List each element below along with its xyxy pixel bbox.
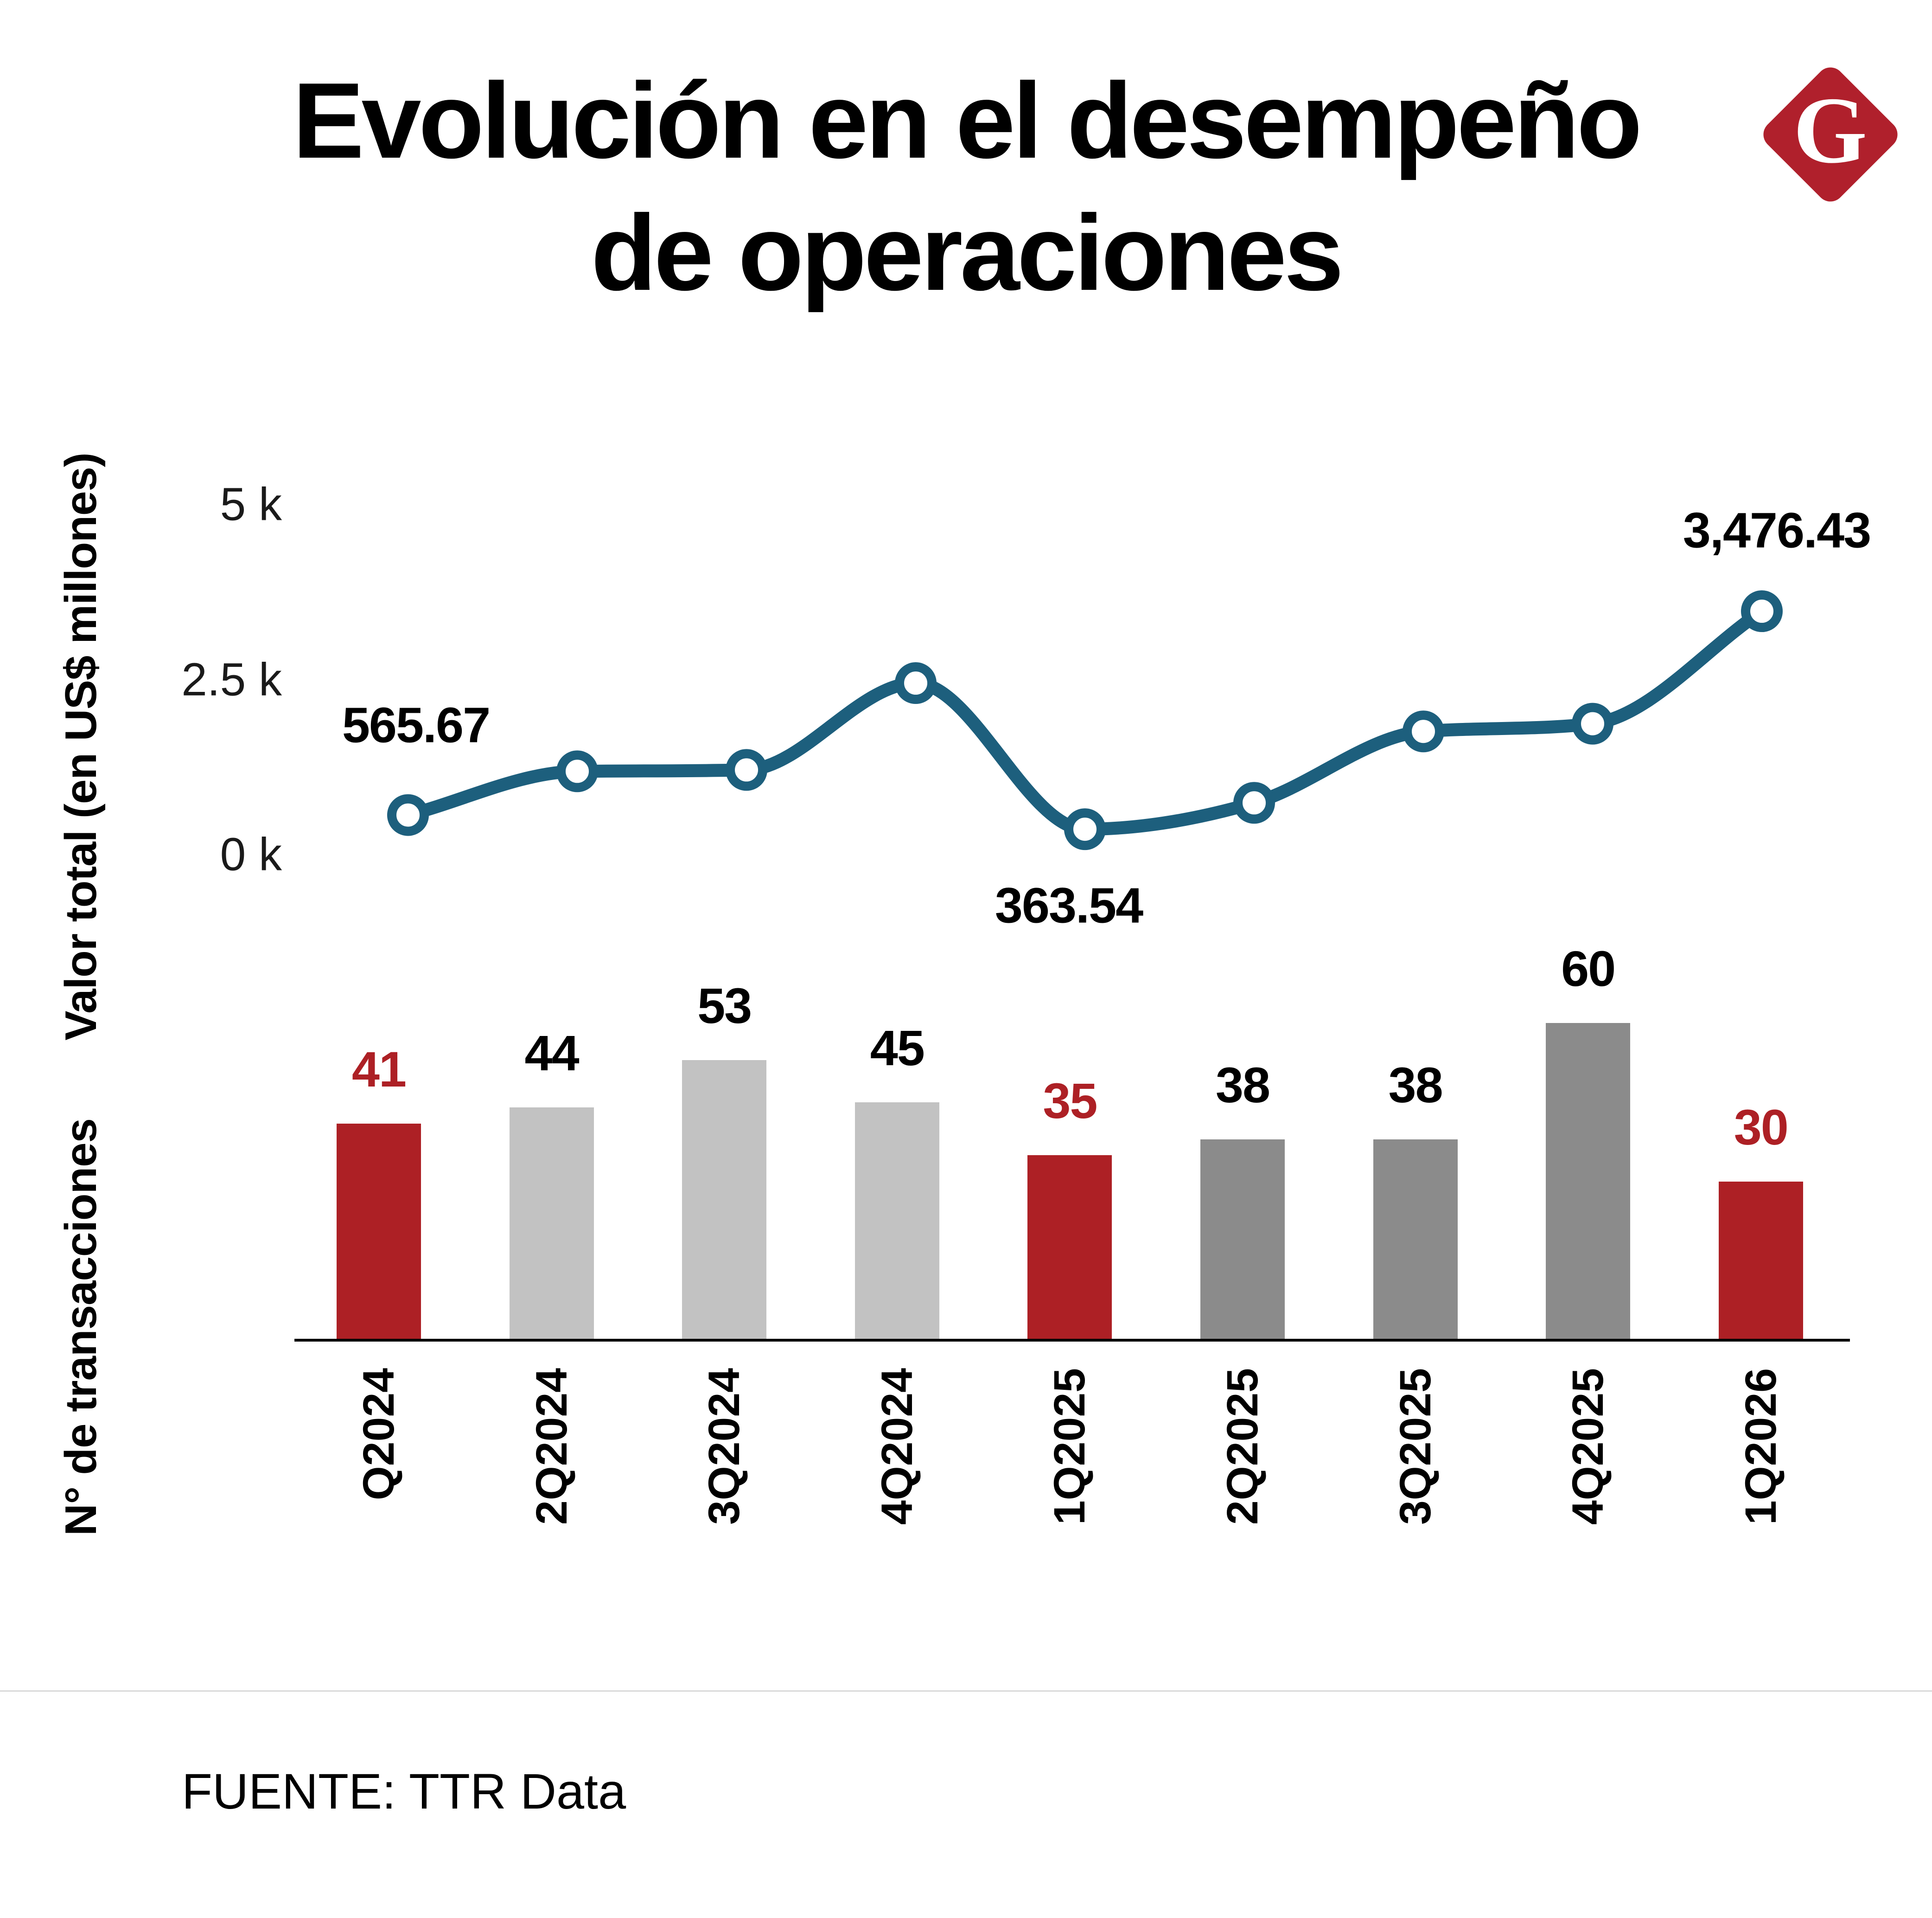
line-point-marker <box>1233 782 1275 824</box>
transaction-bar <box>854 1102 939 1340</box>
page-title: Evolución en el desempeño de operaciones <box>0 55 1932 319</box>
x-axis-label: 4Q2024 <box>872 1368 922 1525</box>
line-point-marker <box>1403 710 1444 753</box>
bar-value-label: 60 <box>1561 940 1616 997</box>
bar-value-label: 44 <box>524 1025 580 1081</box>
line-point-marker <box>1572 703 1613 745</box>
y-tick-label: 0 k <box>220 828 282 881</box>
line-point-marker <box>387 794 429 836</box>
line-point-marker <box>726 749 767 791</box>
x-axis-line <box>294 1339 1850 1342</box>
bar-value-label: 35 <box>1043 1073 1097 1129</box>
x-axis-label: Q2024 <box>354 1368 403 1501</box>
x-axis-label: 1Q2025 <box>1045 1368 1095 1525</box>
line-point-marker <box>1741 590 1783 633</box>
x-axis-label: 3Q2024 <box>700 1368 749 1525</box>
bar-value-label: 38 <box>1388 1056 1443 1113</box>
line-point-marker <box>895 662 937 704</box>
transaction-bar <box>337 1123 421 1340</box>
page-title-line1: Evolución en el desempeño <box>292 61 1642 181</box>
bar-value-label: 45 <box>870 1020 925 1076</box>
line-point-marker <box>1064 808 1106 850</box>
bar-value-label: 38 <box>1215 1056 1270 1113</box>
transaction-bar <box>1373 1139 1458 1340</box>
line-value-label: 565.67 <box>342 697 491 753</box>
line-point-marker <box>556 750 598 793</box>
footer-divider <box>0 1690 1932 1692</box>
x-axis-label: 4Q2025 <box>1563 1368 1613 1525</box>
x-axis-label: 3Q2025 <box>1390 1368 1440 1525</box>
y-tick-label: 2.5 k <box>181 653 282 705</box>
source-text: FUENTE: TTR Data <box>182 1763 626 1819</box>
page-title-line2: de operaciones <box>591 193 1344 313</box>
bar-value-label: 53 <box>697 977 752 1034</box>
x-axis-label: 2Q2025 <box>1218 1368 1267 1525</box>
line-value-label: 3,476.43 <box>1683 502 1871 558</box>
value-line <box>402 605 1768 836</box>
transaction-bar <box>1200 1139 1285 1340</box>
transaction-bar <box>1546 1023 1631 1340</box>
y-tick-label: 5 k <box>220 478 282 531</box>
x-axis-label: 2Q2024 <box>527 1368 576 1525</box>
transaction-bar <box>509 1107 594 1340</box>
bar-value-label: 41 <box>351 1041 407 1097</box>
bar-value-label: 30 <box>1734 1099 1789 1155</box>
x-axis-label: 1Q2026 <box>1736 1368 1785 1525</box>
transaction-bar <box>682 1060 767 1340</box>
transaction-bar <box>1718 1182 1803 1340</box>
line-value-label: 363.54 <box>995 877 1143 933</box>
transaction-bar <box>1027 1155 1112 1340</box>
